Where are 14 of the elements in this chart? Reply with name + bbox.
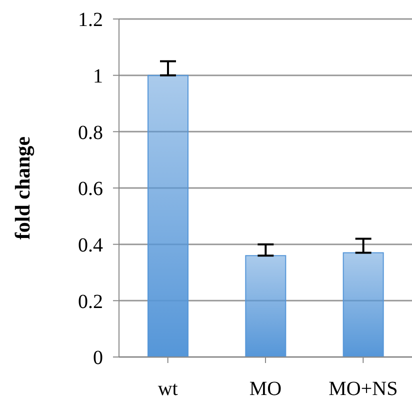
x-tick-label: MO+NS bbox=[328, 378, 398, 400]
y-tick-label: 0.6 bbox=[78, 178, 103, 200]
x-tick-label: wt bbox=[158, 378, 178, 400]
y-tick-label: 0.4 bbox=[78, 234, 103, 256]
x-tick-label: MO bbox=[249, 378, 282, 400]
y-tick-label: 0.8 bbox=[78, 122, 103, 144]
y-tick-label: 0 bbox=[93, 347, 103, 370]
y-axis-title: fold change bbox=[10, 136, 34, 240]
y-tick-label: 1.2 bbox=[78, 9, 103, 32]
y-tick-label: 0.2 bbox=[78, 290, 103, 313]
bar bbox=[342, 252, 384, 357]
bar bbox=[148, 74, 188, 357]
y-tick-label: 1 bbox=[93, 65, 103, 88]
bar bbox=[245, 255, 286, 357]
